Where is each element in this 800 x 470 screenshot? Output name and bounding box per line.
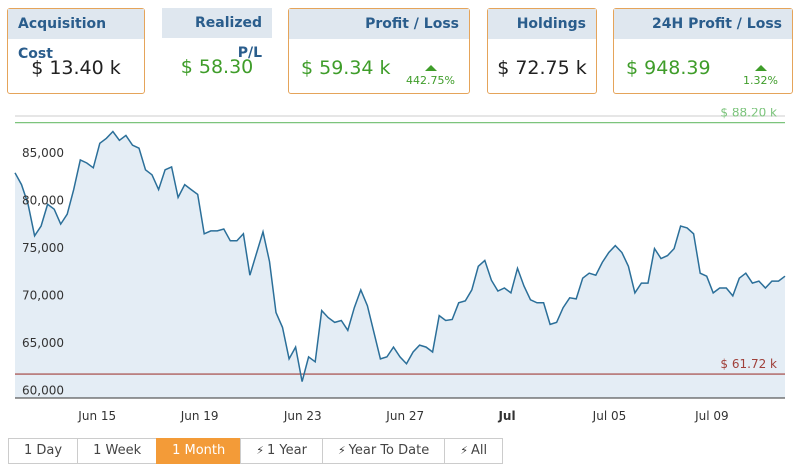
card-title: 24H Profit / Loss bbox=[614, 9, 792, 39]
range-button-label: All bbox=[470, 443, 488, 458]
range-button[interactable]: 1 Day bbox=[8, 438, 79, 464]
range-button-label: 1 Month bbox=[172, 443, 226, 458]
range-button[interactable]: 1 Year bbox=[240, 438, 323, 464]
x-tick-label: Jul 09 bbox=[694, 409, 729, 423]
y-tick-label: 60,000 bbox=[22, 383, 64, 397]
x-tick-label: Jun 23 bbox=[283, 409, 322, 423]
range-button[interactable]: 1 Month bbox=[156, 438, 242, 464]
bolt-icon bbox=[460, 443, 471, 458]
y-tick-label: 85,000 bbox=[22, 146, 64, 160]
range-button[interactable]: All bbox=[444, 438, 504, 464]
y-tick-label: 65,000 bbox=[22, 336, 64, 350]
range-button[interactable]: 1 Week bbox=[77, 438, 158, 464]
stat-card: Holdings $ 72.75 k bbox=[487, 8, 597, 94]
card-title: Holdings bbox=[488, 9, 596, 39]
range-selector: 1 Day 1 Week 1 Month 1 Year Year To Date All bbox=[8, 438, 504, 464]
area-fill bbox=[15, 131, 785, 398]
x-tick-label: Jun 27 bbox=[385, 409, 424, 423]
card-value: $ 59.34 k bbox=[301, 57, 391, 79]
stat-card: Realized P/L $ 58.30 bbox=[162, 8, 272, 94]
card-value: $ 13.40 k bbox=[31, 57, 121, 79]
x-tick-label: Jul 05 bbox=[592, 409, 627, 423]
card-change: 1.32% bbox=[743, 65, 778, 87]
summary-cards: Acquisition Cost $ 13.40 k Realized P/L $ 5… bbox=[7, 8, 795, 96]
range-button[interactable]: Year To Date bbox=[321, 438, 446, 464]
bolt-icon bbox=[256, 443, 267, 458]
card-title: Realized P/L bbox=[162, 8, 272, 61]
range-button-label: 1 Week bbox=[93, 443, 142, 458]
stat-card: Acquisition Cost $ 13.40 k bbox=[7, 8, 145, 94]
x-tick-label: Jun 15 bbox=[77, 409, 116, 423]
stat-card: Profit / Loss $ 59.34 k 442.75% bbox=[288, 8, 470, 94]
x-tick-label: Jun 19 bbox=[180, 409, 219, 423]
card-value: $ 58.30 bbox=[180, 56, 254, 78]
range-button-label: Year To Date bbox=[348, 443, 430, 458]
y-tick-label: 80,000 bbox=[22, 194, 64, 208]
card-value: $ 72.75 k bbox=[497, 57, 587, 79]
y-tick-label: 70,000 bbox=[22, 288, 64, 302]
chart: $ 88.20 k $ 61.72 k 60,000 65,000 70,000 75,0… bbox=[14, 108, 786, 423]
card-title: Profit / Loss bbox=[289, 9, 469, 39]
y-tick-label: 75,000 bbox=[22, 241, 64, 255]
card-title: Acquisition Cost bbox=[8, 9, 144, 62]
reference-label: $ 88.20 k bbox=[720, 108, 777, 120]
range-button-label: 1 Day bbox=[24, 443, 63, 458]
x-tick-label: Jul bbox=[497, 409, 515, 423]
reference-label: $ 61.72 k bbox=[720, 357, 777, 371]
bolt-icon bbox=[338, 443, 349, 458]
price-line bbox=[14, 130, 786, 382]
card-change: 442.75% bbox=[406, 65, 455, 87]
card-value: $ 948.39 bbox=[626, 57, 711, 79]
range-button-label: 1 Year bbox=[267, 443, 307, 458]
stat-card: 24H Profit / Loss $ 948.39 1.32% bbox=[613, 8, 793, 94]
